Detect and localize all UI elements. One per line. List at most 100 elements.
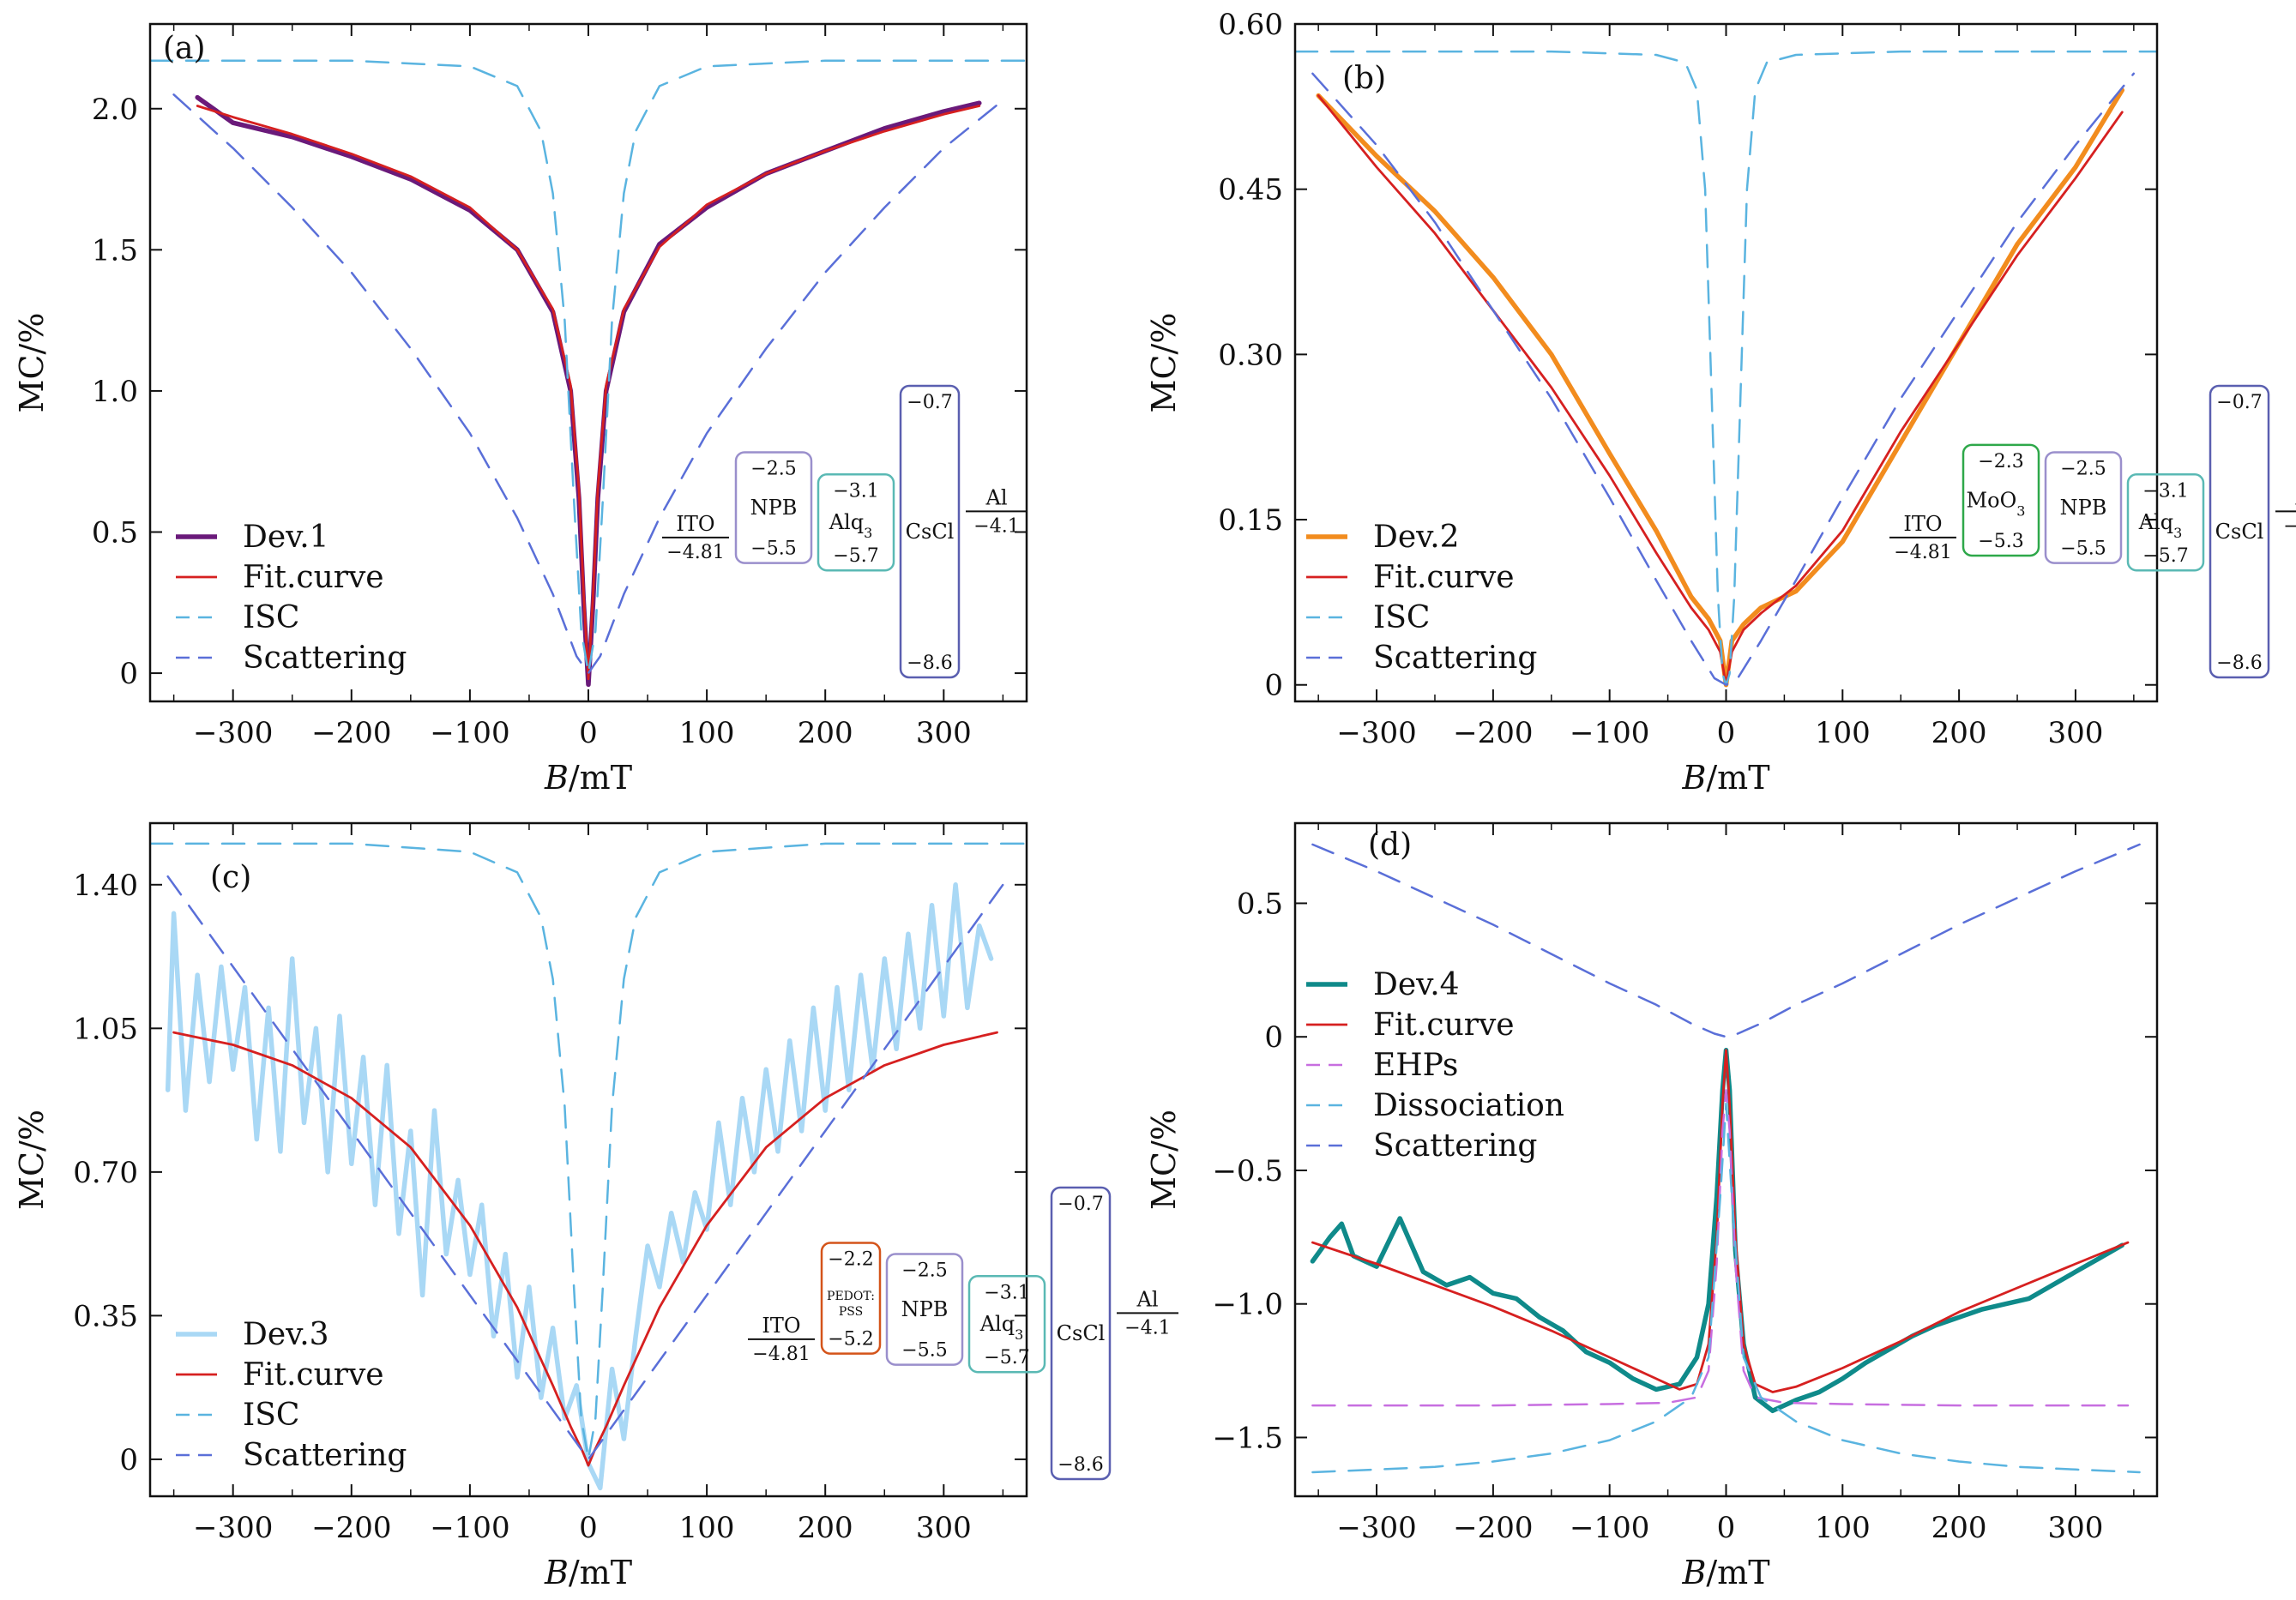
- y-tick-label: −0.5: [1212, 1154, 1283, 1188]
- electrode-name: Al: [2294, 485, 2296, 509]
- series-line-fit-curve: [1311, 1049, 2130, 1393]
- lumo-value: −0.7: [1058, 1194, 1103, 1215]
- x-axis-title-unit: /mT: [569, 759, 632, 797]
- legend: Dev.2 Fit.curve ISC Scattering: [1306, 520, 1537, 676]
- lumo-value: −3.1: [984, 1282, 1029, 1303]
- electrode-work-function: −4.1: [973, 515, 1019, 537]
- electrode-work-function: −4.81: [1894, 542, 1951, 563]
- series-line-isc: [150, 59, 1027, 675]
- series-group: [1310, 843, 2141, 1474]
- x-tick-label: −100: [1570, 1511, 1649, 1545]
- electrode-name: ITO: [676, 512, 714, 536]
- layer-box: [2126, 473, 2205, 572]
- y-axis-title: MC/%: [13, 1110, 51, 1210]
- layer-box: [2044, 451, 2123, 564]
- x-axis-title-unit: /mT: [569, 1554, 632, 1591]
- homo-value: −5.2: [828, 1329, 873, 1350]
- layer-box: [1962, 443, 2040, 557]
- legend: Dev.1 Fit.curve ISC Scattering: [176, 520, 407, 676]
- layer-name: MoO3: [1967, 488, 2026, 519]
- panel-label: (a): [163, 31, 206, 66]
- axes-frame: [148, 821, 1028, 1498]
- series-line-ehps: [1311, 1089, 2130, 1407]
- series-group: [150, 842, 1027, 1491]
- y-tick-label: 0.30: [1218, 338, 1283, 372]
- legend-entry: Fit.curve: [1373, 1008, 1515, 1043]
- legend-entry: Dev.3: [243, 1317, 329, 1352]
- x-tick-label: 300: [2047, 716, 2103, 750]
- series-line-scattering: [172, 93, 1004, 675]
- lumo-value: −2.5: [901, 1260, 947, 1281]
- layer-box: [2209, 384, 2270, 679]
- homo-value: −5.5: [2060, 538, 2106, 560]
- layer-name-subscript: 3: [2016, 502, 2025, 519]
- y-tick-label: 0.45: [1218, 173, 1283, 208]
- lumo-value: −2.3: [1978, 451, 2023, 472]
- series-line-scattering: [1311, 72, 2136, 686]
- x-axis-title-symbol: B: [1681, 759, 1706, 797]
- series-line-dev-3: [165, 882, 994, 1491]
- layer-name-line2: PSS: [839, 1305, 863, 1319]
- legend-entry: ISC: [1373, 600, 1430, 635]
- x-tick-label: 200: [1931, 716, 1987, 750]
- y-tick-label: −1.5: [1212, 1421, 1283, 1455]
- layer-name: Alq3: [979, 1312, 1024, 1343]
- panel-label: (c): [210, 860, 251, 895]
- layer-box: [967, 1275, 1046, 1374]
- series-line-dev-1: [195, 94, 982, 688]
- electrode-work-function: −4.1: [2283, 515, 2296, 537]
- y-tick-label: 2.0: [92, 93, 138, 127]
- homo-value: −8.6: [2216, 653, 2262, 674]
- x-tick-label: 200: [798, 716, 853, 750]
- x-tick-label: 100: [679, 1511, 735, 1545]
- y-tick-label: 0: [1264, 1020, 1283, 1055]
- y-tick-label: 0.70: [73, 1156, 138, 1190]
- legend-entry: Scattering: [243, 1438, 407, 1473]
- homo-value: −5.7: [833, 545, 878, 567]
- x-axis-title: B/mT: [544, 759, 632, 797]
- x-tick-label: 300: [2047, 1511, 2103, 1545]
- layer-name: PEDOT:: [827, 1290, 875, 1303]
- lumo-value: −3.1: [833, 480, 878, 502]
- legend-entry: Fit.curve: [243, 560, 384, 595]
- legend-entry: Scattering: [1373, 641, 1537, 676]
- series-line-dev-2: [1316, 87, 2125, 688]
- legend-entry: ISC: [243, 600, 299, 635]
- legend: Dev.3 Fit.curve ISC Scattering: [176, 1317, 407, 1473]
- layer-box: [899, 384, 961, 679]
- x-axis-title: B/mT: [1681, 1554, 1769, 1591]
- layer-name: CsCl: [1057, 1321, 1106, 1345]
- x-tick-label: −300: [1336, 716, 1416, 750]
- electrode-name: Al: [985, 485, 1007, 509]
- layer-box: [820, 1242, 882, 1355]
- y-tick-label: 0.15: [1218, 503, 1283, 538]
- energy-level-diagram: ITO −4.81 −2.3 −5.3 MoO3 −2.5 −5.5 NPB −3.1 −5.7 A…: [1889, 384, 2296, 679]
- lumo-value: −0.7: [907, 392, 952, 413]
- homo-value: −8.6: [1058, 1454, 1103, 1476]
- x-tick-label: −100: [430, 716, 509, 750]
- y-tick-label: 1.0: [92, 375, 138, 409]
- homo-value: −5.5: [750, 538, 796, 560]
- layer-name: Alq3: [2138, 510, 2183, 541]
- layer-name: NPB: [750, 496, 798, 520]
- series-line-fit-curve: [196, 105, 981, 681]
- series-line-isc: [150, 842, 1027, 1461]
- x-axis-title-symbol: B: [544, 1554, 569, 1591]
- x-tick-label: 100: [1815, 1511, 1871, 1545]
- layer-name: CsCl: [906, 520, 955, 544]
- y-tick-label: 0: [119, 1443, 138, 1477]
- chart-panel-3: −300 −200 −100 0 100 200 300 0 0.35 0.70 1.05 1.40 B…: [13, 821, 1178, 1591]
- lumo-value: −2.5: [2060, 458, 2106, 479]
- x-tick-label: −200: [1453, 716, 1533, 750]
- layer-box: [817, 473, 895, 572]
- legend-entry: Dev.1: [243, 520, 329, 555]
- x-tick-label: 200: [798, 1511, 853, 1545]
- homo-value: −5.5: [901, 1340, 947, 1362]
- x-tick-label: 100: [1815, 716, 1871, 750]
- lumo-value: −0.7: [2216, 392, 2262, 413]
- y-tick-label: 0.5: [1237, 887, 1283, 921]
- x-axis-title-symbol: B: [544, 759, 569, 797]
- panel-label: (d): [1368, 827, 1412, 863]
- legend-entry: EHPs: [1373, 1048, 1458, 1083]
